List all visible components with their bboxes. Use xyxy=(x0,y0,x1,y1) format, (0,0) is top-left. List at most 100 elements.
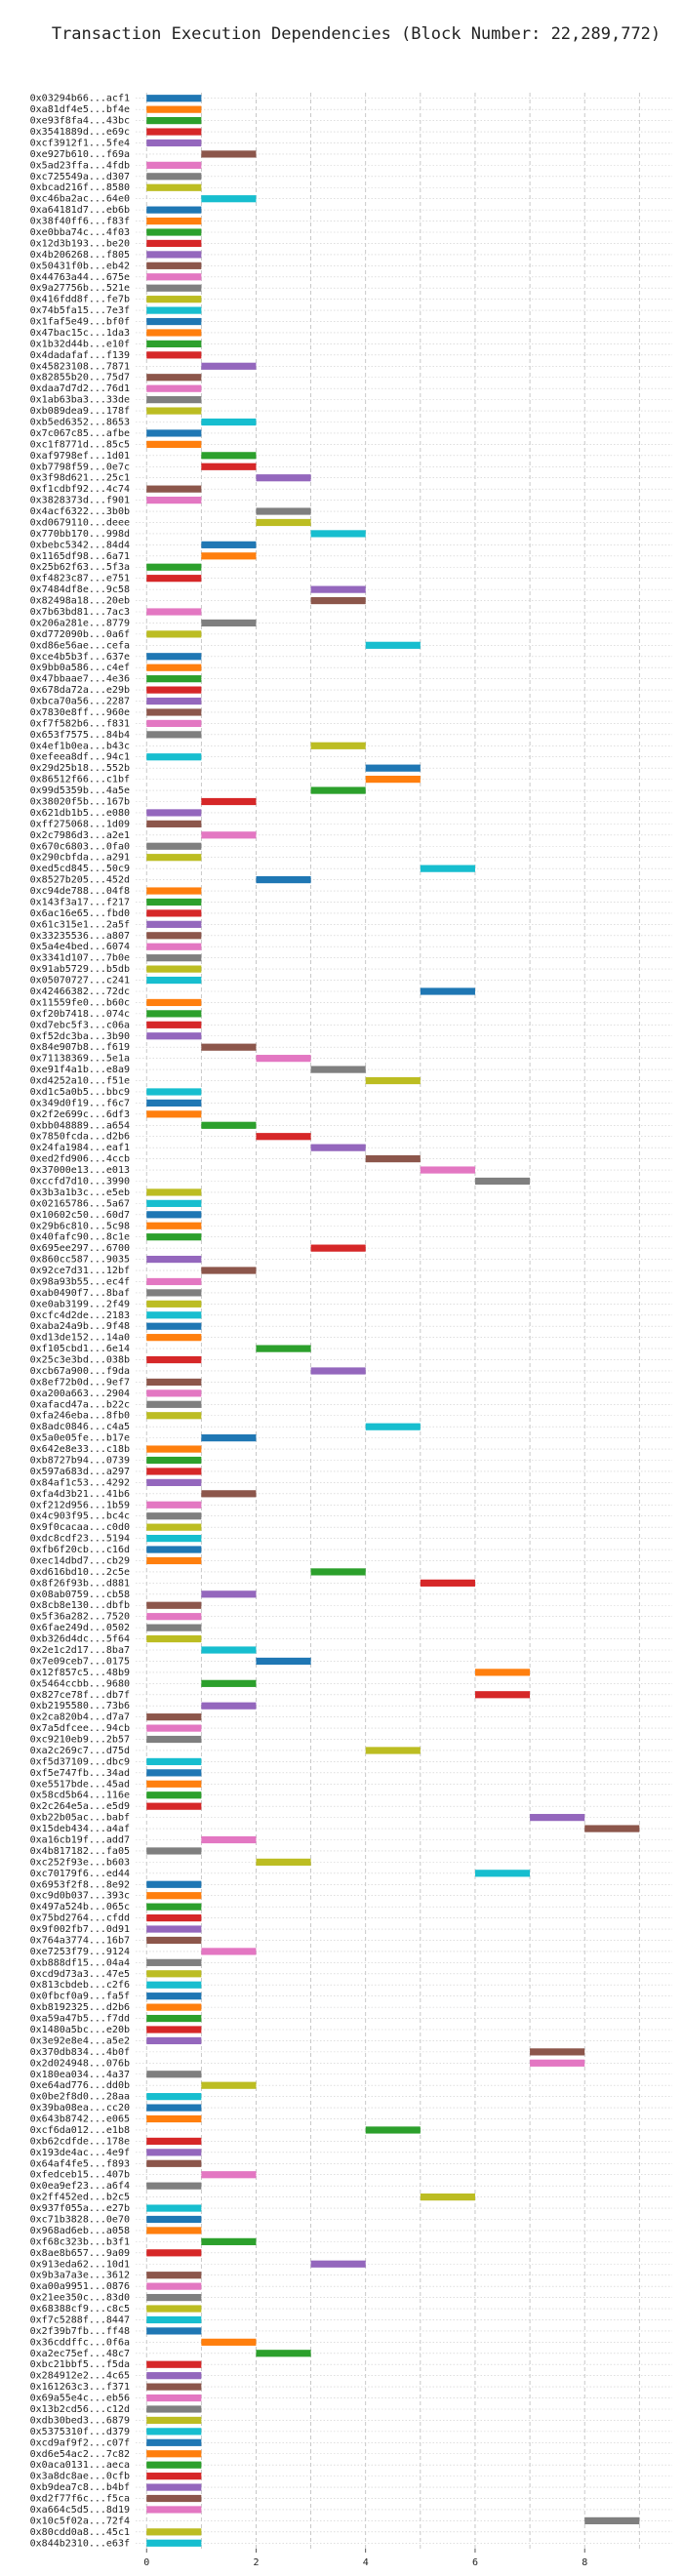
bar xyxy=(146,976,202,985)
y-tick-label: 0xdb30bed3...6879 xyxy=(30,2415,130,2426)
y-tick-label: 0xd0679110...deee xyxy=(30,517,130,528)
bar xyxy=(146,731,202,739)
bar xyxy=(146,139,202,147)
bar xyxy=(146,1389,202,1397)
y-tick-label: 0x180ea034...4a37 xyxy=(30,2070,130,2080)
bar xyxy=(365,1423,421,1430)
bar xyxy=(256,518,311,527)
bar xyxy=(146,1534,202,1543)
y-tick-label: 0x9f0cacaa...c0d0 xyxy=(30,1522,130,1533)
y-tick-label: 0x02165786...5a67 xyxy=(30,1198,130,1209)
y-tick-label: 0x42466382...72dc xyxy=(30,986,130,997)
y-tick-label: 0x3b3a1b3c...e5eb xyxy=(30,1187,130,1198)
bar xyxy=(146,1713,202,1721)
bar xyxy=(420,2194,475,2201)
bar xyxy=(474,1177,531,1186)
y-tick-label: 0x7e09ceb7...0175 xyxy=(30,1656,130,1667)
bar xyxy=(584,1825,640,1832)
y-tick-label: 0x7484df8e...9c58 xyxy=(30,584,130,595)
y-tick-label: 0xc252f93e...b603 xyxy=(30,1857,130,1868)
y-tick-label: 0x770bb170...998d xyxy=(30,529,130,540)
bar xyxy=(146,954,202,962)
bar xyxy=(146,407,202,415)
bar xyxy=(146,630,202,638)
y-tick-label: 0x99d5359b...4a5e xyxy=(30,785,130,796)
y-tick-label: 0x6ac16e65...fbd0 xyxy=(30,908,130,919)
bar xyxy=(146,2204,202,2212)
x-tick-label: 6 xyxy=(472,2557,478,2568)
y-tick-label: 0x8ef72b0d...9ef7 xyxy=(30,1377,130,1388)
y-tick-label: 0x3f98d621...25c1 xyxy=(30,473,130,484)
bar xyxy=(146,2473,202,2480)
bar xyxy=(201,1646,257,1654)
y-tick-label: 0xfa4d3b21...41b6 xyxy=(30,1489,130,1500)
y-tick-label: 0x937f055a...e27b xyxy=(30,2203,130,2214)
y-tick-label: 0x653f7575...84b4 xyxy=(30,730,130,741)
bar xyxy=(146,296,202,303)
y-tick-label: 0x13b2cd56...c12d xyxy=(30,2404,130,2415)
bar xyxy=(256,875,311,884)
y-tick-label: 0xf105cbd1...6e14 xyxy=(30,1344,130,1354)
y-tick-label: 0xc725549a...d307 xyxy=(30,172,130,182)
bar xyxy=(146,664,202,671)
bar xyxy=(584,2516,640,2524)
bar xyxy=(146,932,202,940)
y-tick-label: 0x695ee297...6700 xyxy=(30,1243,130,1254)
y-tick-label: 0x37000e13...e013 xyxy=(30,1165,130,1176)
bar xyxy=(146,1880,202,1888)
bar xyxy=(146,128,202,136)
bar xyxy=(146,1992,202,2000)
y-tick-label: 0x844b2310...e63f xyxy=(30,2538,130,2549)
y-tick-label: 0x2f39b7fb...ff48 xyxy=(30,2326,130,2337)
y-tick-label: 0x68388cf9...c8c5 xyxy=(30,2304,130,2314)
bar xyxy=(146,1233,202,1241)
bar xyxy=(530,2059,585,2067)
y-tick-label: 0x86512f66...c1bf xyxy=(30,775,130,785)
bar xyxy=(146,1757,202,1766)
bar xyxy=(146,1378,202,1387)
bar xyxy=(146,1936,202,1945)
bar xyxy=(201,1679,257,1687)
bar xyxy=(256,1345,311,1352)
bar xyxy=(146,2405,202,2413)
y-tick-label: 0xc94de788...04f8 xyxy=(30,886,130,897)
y-tick-label: 0xc71b3828...0e70 xyxy=(30,2214,130,2225)
bar xyxy=(146,965,202,973)
bar xyxy=(146,2506,202,2514)
y-tick-label: 0xc9210eb9...2b57 xyxy=(30,1735,130,1746)
bar xyxy=(365,1155,421,1163)
y-tick-label: 0x25b62f63...5f3a xyxy=(30,562,130,573)
y-tick-label: 0xe7253f79...9124 xyxy=(30,1947,130,1957)
y-tick-label: 0x9bb0a586...c4ef xyxy=(30,663,130,673)
y-tick-label: 0x40fafc90...8c1e xyxy=(30,1232,130,1243)
y-tick-label: 0x7b63bd81...7ac3 xyxy=(30,607,130,618)
bar xyxy=(420,1579,475,1587)
bar xyxy=(146,384,202,392)
y-tick-label: 0xdaa7d7d2...76d1 xyxy=(30,383,130,394)
bar xyxy=(146,317,202,326)
bar xyxy=(146,708,202,716)
bar xyxy=(365,776,421,784)
y-tick-label: 0xe91f4a1b...e8a9 xyxy=(30,1065,130,1075)
y-tick-label: 0xafacd47a...b22c xyxy=(30,1399,130,1410)
bar xyxy=(146,1802,202,1810)
y-tick-label: 0xdc8cdf23...5194 xyxy=(30,1534,130,1545)
bar xyxy=(146,251,202,259)
bar xyxy=(310,2260,366,2268)
bar xyxy=(310,596,366,605)
bar xyxy=(146,351,202,359)
bar xyxy=(310,585,366,593)
y-tick-label: 0xbb048889...a654 xyxy=(30,1120,130,1131)
y-tick-label: 0xb8727b94...0739 xyxy=(30,1456,130,1467)
bar xyxy=(365,764,421,772)
y-tick-label: 0xd6e54ac2...7c82 xyxy=(30,2449,130,2460)
y-tick-label: 0xcf3912f1...5fe4 xyxy=(30,138,130,148)
bar xyxy=(146,2416,202,2425)
bar xyxy=(146,1780,202,1788)
y-tick-label: 0x968ad6eb...a058 xyxy=(30,2226,130,2236)
bar xyxy=(201,362,257,370)
bar xyxy=(146,2104,202,2112)
y-tick-label: 0xd772090b...0a6f xyxy=(30,629,130,640)
y-tick-label: 0xd1c5a0b5...bbc9 xyxy=(30,1087,130,1098)
y-tick-label: 0x4c903f95...bc4c xyxy=(30,1511,130,1522)
